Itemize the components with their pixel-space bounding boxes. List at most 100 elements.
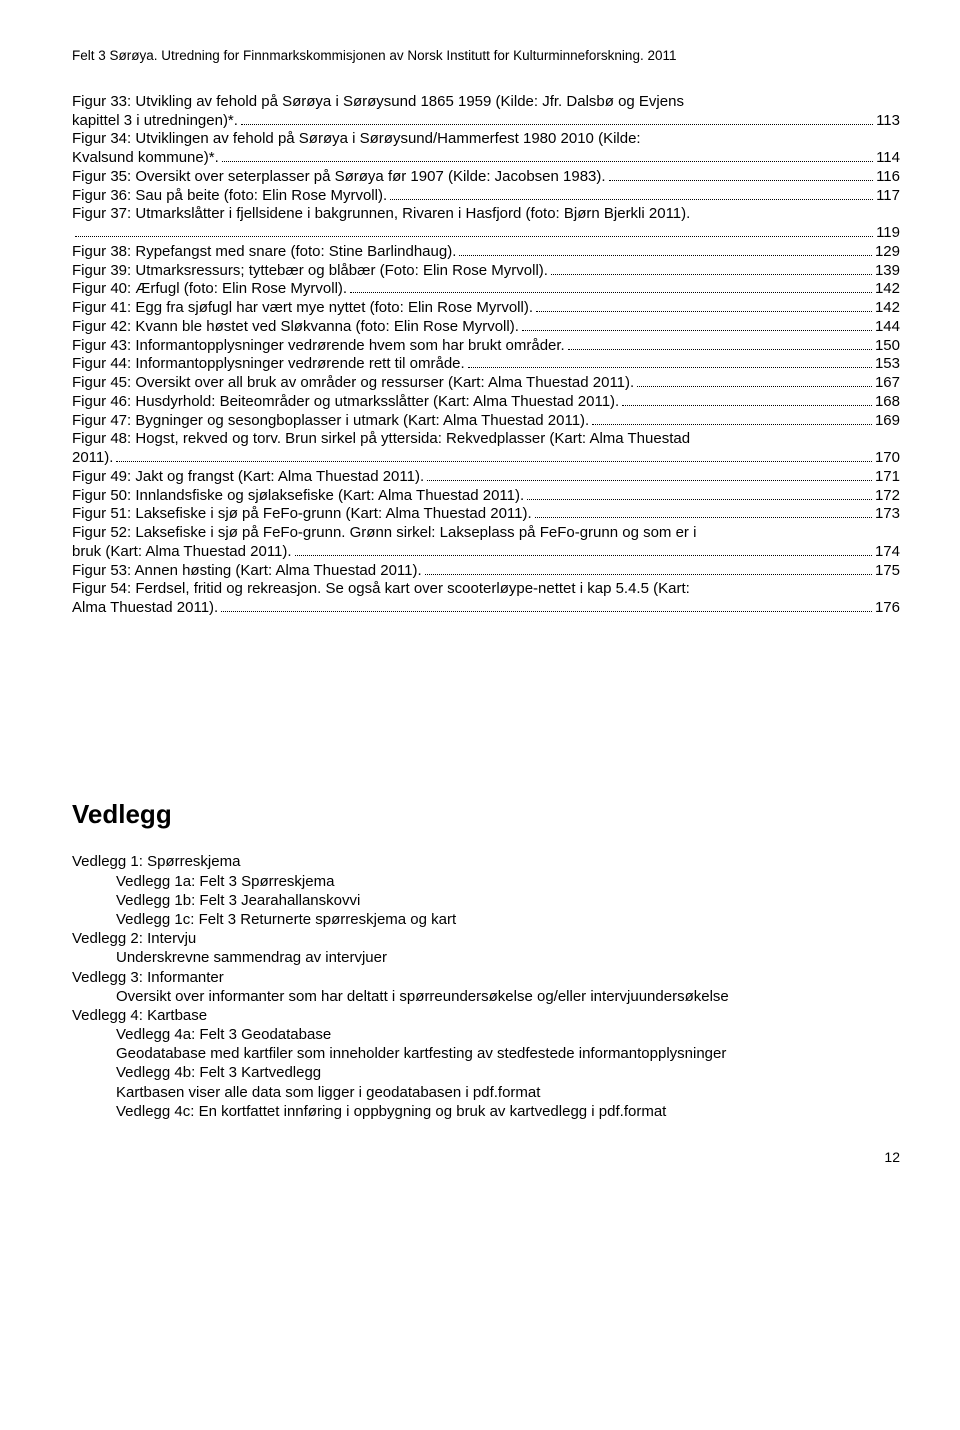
toc-label: bruk (Kart: Alma Thuestad 2011).	[72, 543, 292, 562]
toc-entry: kapittel 3 i utredningen)*. 113	[72, 112, 900, 131]
toc-entry: 2011).170	[72, 449, 900, 468]
toc-label: Figur 47: Bygninger og sesongboplasser i…	[72, 412, 589, 431]
toc-page-number: 129	[875, 243, 900, 262]
toc-page-number: 113	[876, 112, 900, 131]
toc-leader-dots	[241, 112, 873, 125]
toc-page-number: 117	[876, 187, 900, 206]
toc-entry: Figur 44: Informantopplysninger vedrøren…	[72, 355, 900, 374]
toc-label: Figur 35: Oversikt over seterplasser på …	[72, 168, 606, 187]
vedlegg-item: Vedlegg 4: Kartbase	[72, 1006, 900, 1025]
toc-leader-dots	[427, 468, 872, 481]
toc-entry: Figur 42: Kvann ble høstet ved Sløkvanna…	[72, 318, 900, 337]
toc-label: Figur 44: Informantopplysninger vedrøren…	[72, 355, 465, 374]
toc-leader-dots	[390, 187, 873, 200]
toc-entry: Figur 52: Laksefiske i sjø på FeFo-grunn…	[72, 524, 900, 543]
toc-entry: Figur 41: Egg fra sjøfugl har vært mye n…	[72, 299, 900, 318]
toc-page-number: 114	[876, 149, 900, 168]
toc-label: Figur 40: Ærfugl (foto: Elin Rose Myrvol…	[72, 280, 347, 299]
toc-entry: Figur 51: Laksefiske i sjø på FeFo-grunn…	[72, 505, 900, 524]
toc-page-number: 175	[875, 562, 900, 581]
toc-entry: Figur 54: Ferdsel, fritid og rekreasjon.…	[72, 580, 900, 599]
vedlegg-subitem: Kartbasen viser alle data som ligger i g…	[116, 1083, 900, 1102]
toc-page-number: 139	[875, 262, 900, 281]
toc-entry: Figur 35: Oversikt over seterplasser på …	[72, 168, 900, 187]
toc-leader-dots	[522, 318, 872, 331]
toc-entry: Alma Thuestad 2011).176	[72, 599, 900, 618]
toc-entry: Figur 40: Ærfugl (foto: Elin Rose Myrvol…	[72, 280, 900, 299]
toc-leader-dots	[459, 243, 872, 256]
toc-page-number: 172	[875, 487, 900, 506]
toc-entry: Figur 43: Informantopplysninger vedrøren…	[72, 337, 900, 356]
toc-leader-dots	[425, 562, 872, 575]
toc-page-number: 142	[875, 299, 900, 318]
toc-leader-dots	[75, 224, 873, 237]
toc-leader-dots	[551, 262, 872, 275]
vedlegg-subitem: Vedlegg 4a: Felt 3 Geodatabase	[116, 1025, 900, 1044]
toc-page-number: 144	[875, 318, 900, 337]
toc-entry: Figur 53: Annen høsting (Kart: Alma Thue…	[72, 562, 900, 581]
figure-list: Figur 33: Utvikling av fehold på Sørøya …	[72, 93, 900, 618]
toc-entry: Figur 39: Utmarksressurs; tyttebær og bl…	[72, 262, 900, 281]
toc-entry: Figur 49: Jakt og frangst (Kart: Alma Th…	[72, 468, 900, 487]
vedlegg-list: Vedlegg 1: SpørreskjemaVedlegg 1a: Felt …	[72, 852, 900, 1121]
toc-entry: Figur 36: Sau på beite (foto: Elin Rose …	[72, 187, 900, 206]
toc-leader-dots	[609, 168, 874, 181]
vedlegg-subitem: Vedlegg 1c: Felt 3 Returnerte spørreskje…	[116, 910, 900, 929]
toc-page-number: 171	[875, 468, 900, 487]
toc-label: Figur 39: Utmarksressurs; tyttebær og bl…	[72, 262, 548, 281]
toc-label: Figur 54: Ferdsel, fritid og rekreasjon.…	[72, 580, 690, 599]
vedlegg-subitem: Vedlegg 1a: Felt 3 Spørreskjema	[116, 872, 900, 891]
toc-page-number: 153	[875, 355, 900, 374]
toc-entry: Figur 37: Utmarkslåtter i fjellsidene i …	[72, 205, 900, 224]
toc-entry: 119	[72, 224, 900, 243]
toc-label: Figur 51: Laksefiske i sjø på FeFo-grunn…	[72, 505, 532, 524]
toc-label: Figur 36: Sau på beite (foto: Elin Rose …	[72, 187, 387, 206]
toc-leader-dots	[221, 599, 872, 612]
toc-leader-dots	[295, 543, 872, 556]
toc-leader-dots	[535, 505, 872, 518]
vedlegg-item: Vedlegg 1: Spørreskjema	[72, 852, 900, 871]
toc-entry: Kvalsund kommune)*.114	[72, 149, 900, 168]
toc-page-number: 142	[875, 280, 900, 299]
vedlegg-subitem: Vedlegg 1b: Felt 3 Jearahallanskovvi	[116, 891, 900, 910]
toc-entry: Figur 48: Hogst, rekved og torv. Brun si…	[72, 430, 900, 449]
vedlegg-subitem: Vedlegg 4b: Felt 3 Kartvedlegg	[116, 1063, 900, 1082]
toc-entry: bruk (Kart: Alma Thuestad 2011). 174	[72, 543, 900, 562]
vedlegg-subitem: Vedlegg 4c: En kortfattet innføring i op…	[116, 1102, 900, 1121]
toc-label: Figur 48: Hogst, rekved og torv. Brun si…	[72, 430, 690, 449]
toc-entry: Figur 38: Rypefangst med snare (foto: St…	[72, 243, 900, 262]
toc-page-number: 176	[875, 599, 900, 618]
toc-page-number: 169	[875, 412, 900, 431]
toc-label: kapittel 3 i utredningen)*.	[72, 112, 238, 131]
toc-page-number: 174	[875, 543, 900, 562]
page-number: 12	[72, 1149, 900, 1167]
toc-leader-dots	[350, 280, 872, 293]
toc-leader-dots	[622, 393, 872, 406]
toc-label: Figur 43: Informantopplysninger vedrøren…	[72, 337, 565, 356]
toc-page-number: 119	[876, 224, 900, 243]
toc-page-number: 167	[875, 374, 900, 393]
toc-entry: Figur 46: Husdyrhold: Beiteområder og ut…	[72, 393, 900, 412]
toc-page-number: 150	[875, 337, 900, 356]
vedlegg-item: Vedlegg 3: Informanter	[72, 968, 900, 987]
toc-entry: Figur 50: Innlandsfiske og sjølaksefiske…	[72, 487, 900, 506]
toc-label: Figur 33: Utvikling av fehold på Sørøya …	[72, 93, 684, 112]
vedlegg-subitem: Underskrevne sammendrag av intervjuer	[116, 948, 900, 967]
toc-page-number: 173	[875, 505, 900, 524]
toc-entry: Figur 33: Utvikling av fehold på Sørøya …	[72, 93, 900, 112]
toc-label: 2011).	[72, 449, 113, 468]
vedlegg-subitem: Oversikt over informanter som har deltat…	[116, 987, 900, 1006]
toc-entry: Figur 34: Utviklingen av fehold på Sørøy…	[72, 130, 900, 149]
toc-entry: Figur 47: Bygninger og sesongboplasser i…	[72, 412, 900, 431]
page-header: Felt 3 Sørøya. Utredning for Finnmarksko…	[72, 48, 900, 65]
toc-leader-dots	[527, 487, 872, 500]
toc-page-number: 116	[876, 168, 900, 187]
toc-leader-dots	[222, 149, 873, 162]
toc-label: Figur 41: Egg fra sjøfugl har vært mye n…	[72, 299, 533, 318]
toc-label: Figur 37: Utmarkslåtter i fjellsidene i …	[72, 205, 690, 224]
spacer	[72, 618, 900, 798]
toc-page-number: 168	[875, 393, 900, 412]
toc-label: Figur 42: Kvann ble høstet ved Sløkvanna…	[72, 318, 519, 337]
toc-label: Figur 46: Husdyrhold: Beiteområder og ut…	[72, 393, 619, 412]
toc-label: Figur 34: Utviklingen av fehold på Sørøy…	[72, 130, 641, 149]
